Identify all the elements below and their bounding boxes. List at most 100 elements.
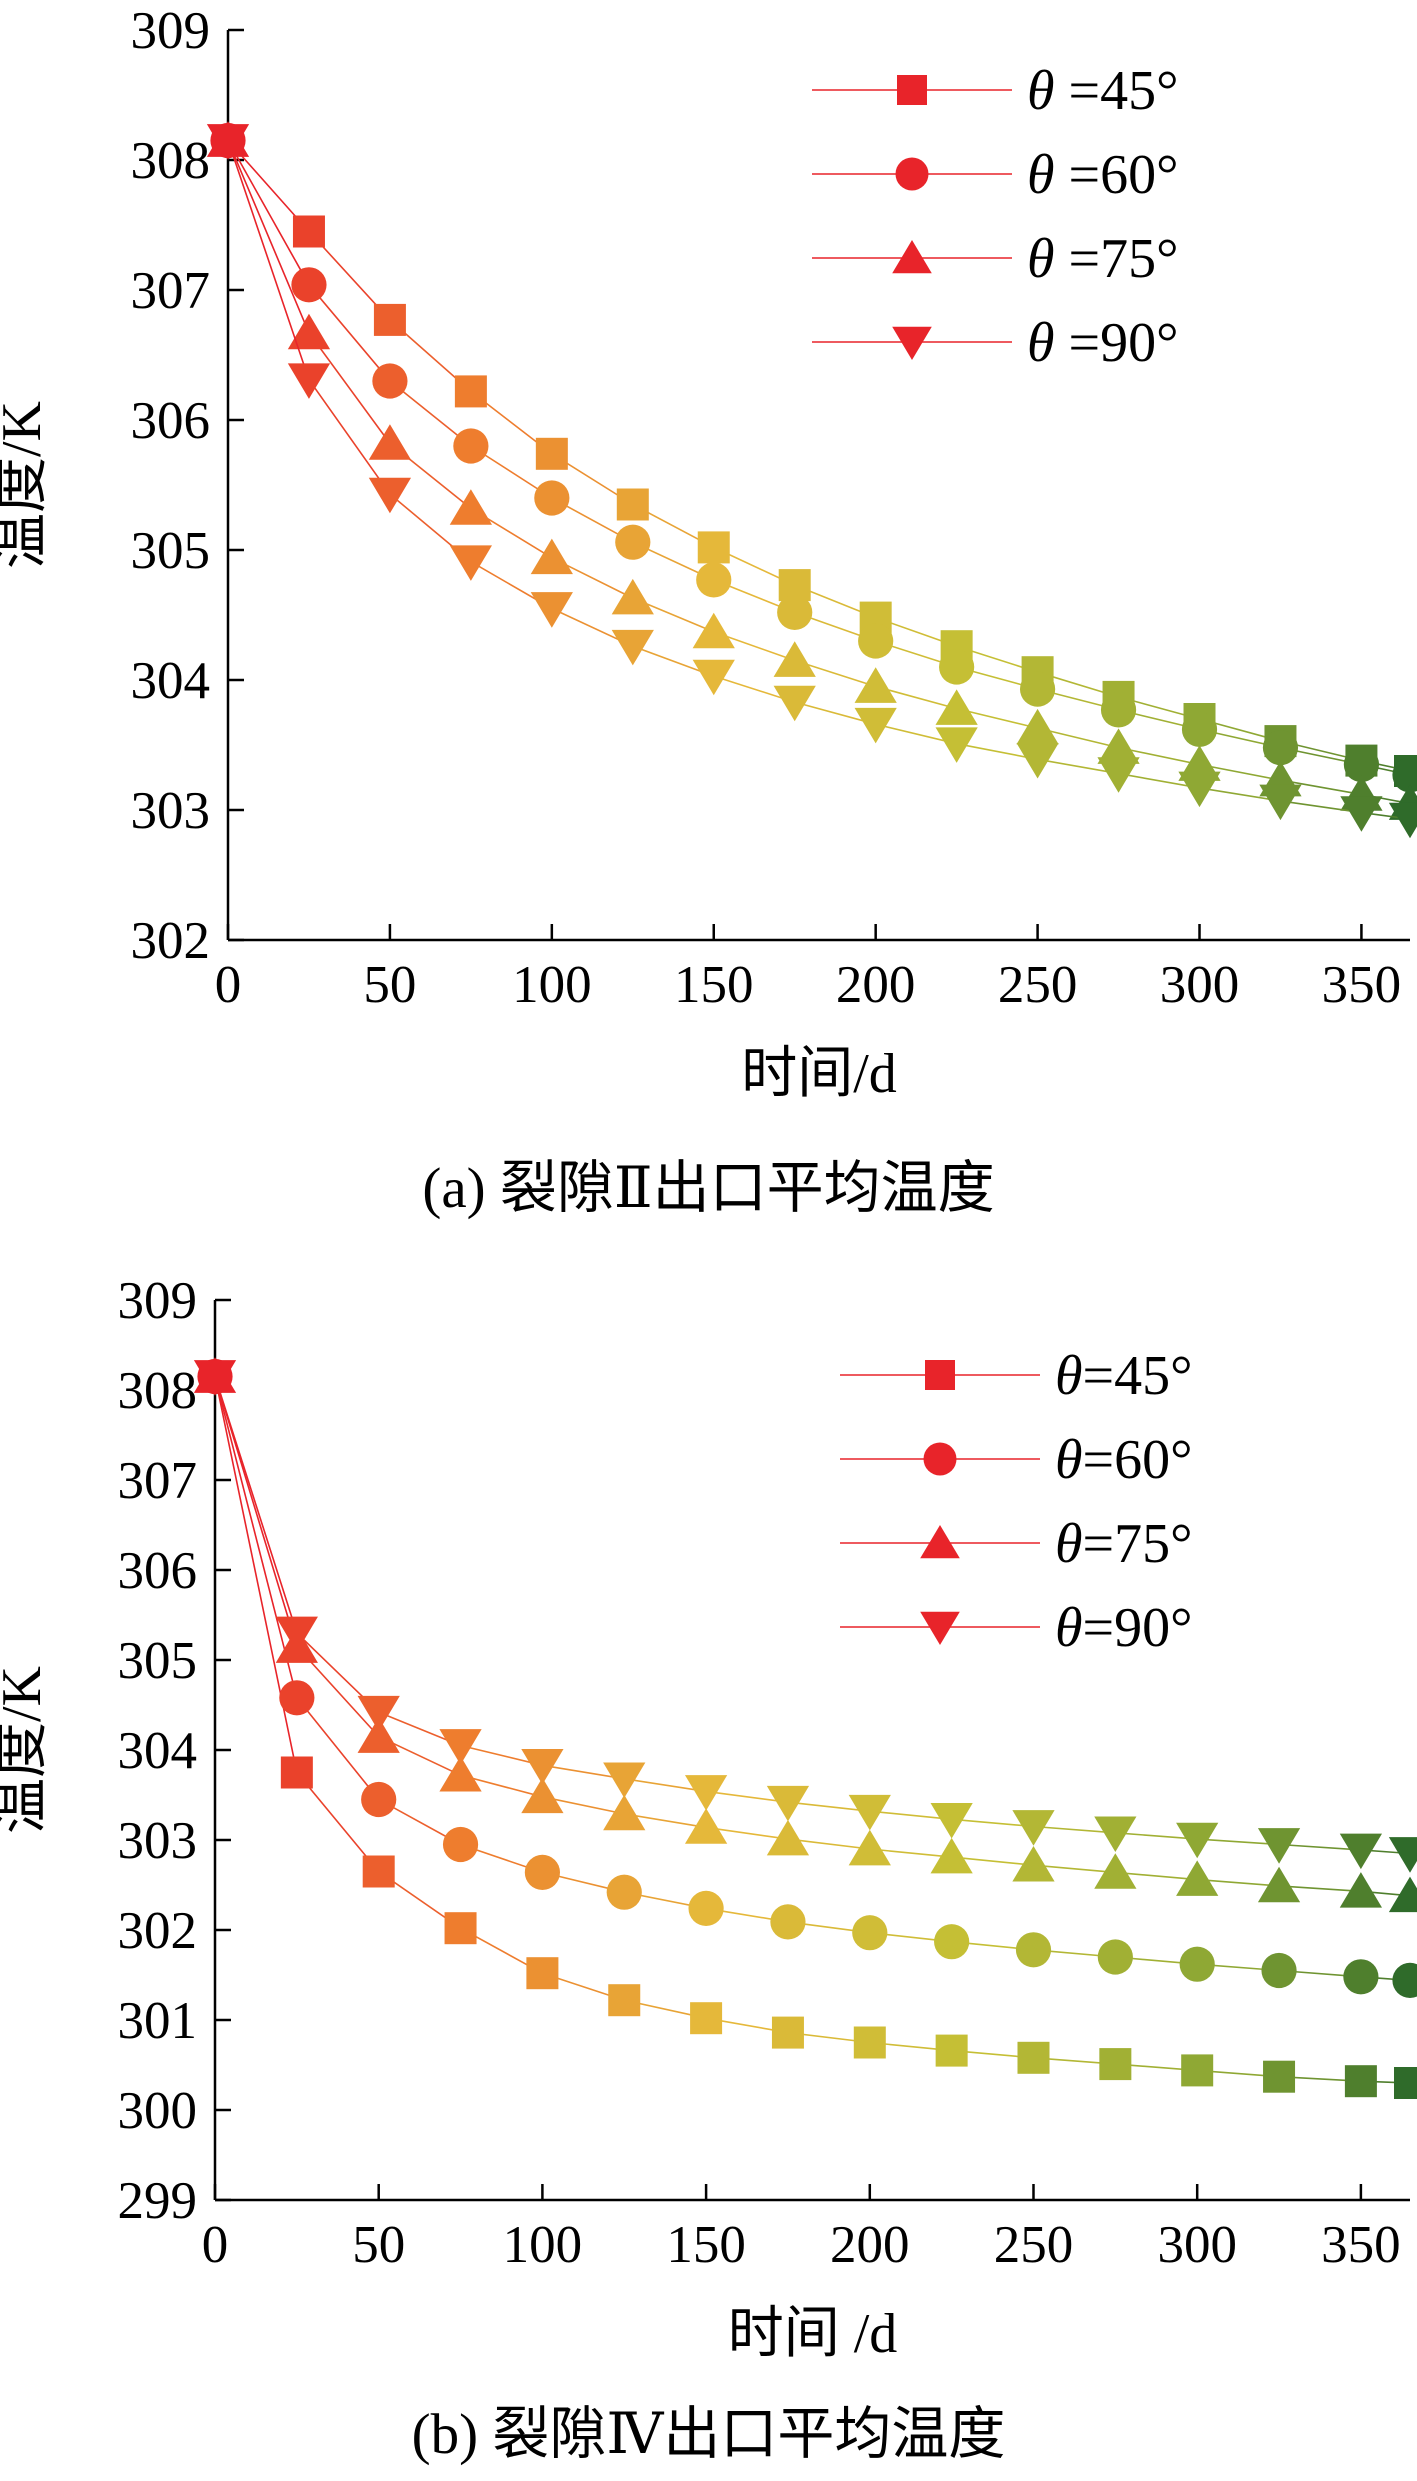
data-point [1016, 742, 1059, 779]
series-line-segment [1037, 758, 1119, 775]
series-line-segment [1118, 772, 1200, 789]
data-point [279, 1680, 315, 1716]
axes: 299 300 301 302 303 304 305 306 307 308 309 0 50 100 1… [118, 1272, 1410, 2274]
y-tick-label: 307 [131, 262, 211, 320]
y-tick-label: 307 [118, 1452, 198, 1510]
series-4 [193, 1360, 1417, 1873]
data-point [275, 1616, 318, 1653]
chart-a-svg: 302 303 304 305 306 307 308 309 0 50 100 150 200 250 3… [0, 2, 1417, 1105]
data-point [611, 629, 654, 666]
series-line-segment [308, 332, 391, 444]
legend: θ=45° θ=60° θ=75° θ=90° [840, 1345, 1193, 1659]
series-line-segment [1278, 1843, 1361, 1851]
series-line-segment [787, 1838, 870, 1850]
series-2 [197, 1358, 1417, 1998]
legend-item: θ=75° [840, 1513, 1193, 1575]
y-axis-title: 温度/K [0, 401, 53, 569]
data-point [684, 1808, 728, 1844]
data-point [603, 1794, 646, 1831]
legend-marker [892, 326, 932, 360]
series-line-segment [951, 1818, 1034, 1828]
data-point [615, 524, 651, 560]
legend-label: θ =90° [1027, 312, 1179, 374]
series-line-segment [1115, 1832, 1198, 1840]
series-line-segment [624, 1813, 707, 1829]
data-point [771, 2016, 804, 2049]
data-point [193, 1360, 237, 1396]
chart-panel-b: 299 300 301 302 303 304 305 306 307 308 309 0 50 100 1… [0, 1260, 1417, 2481]
data-point [1178, 771, 1221, 808]
series-line-segment [1280, 800, 1362, 814]
data-point [696, 562, 732, 598]
series-line-segment [460, 1774, 543, 1798]
legend-item: θ=60° [840, 1429, 1193, 1491]
data-point [1394, 2067, 1417, 2099]
chart-a-caption: (a) 裂隙Ⅱ出口平均温度 [422, 1157, 995, 1220]
data-point [521, 1748, 564, 1785]
series-line-segment [1278, 1885, 1361, 1893]
data-point [357, 1717, 400, 1753]
data-point [1100, 692, 1137, 728]
series-line-segment [869, 1810, 952, 1821]
series-line-segment [214, 1376, 298, 1634]
data-point [1099, 2048, 1132, 2081]
series-line-segment [542, 1764, 625, 1780]
data-point [526, 1957, 559, 1990]
series-line-segment [1280, 779, 1362, 796]
data-point [766, 1819, 810, 1856]
data-point [361, 1781, 397, 1818]
series-line-segment [227, 140, 310, 380]
legend-marker [923, 1442, 957, 1476]
y-tick-label: 301 [118, 1992, 198, 2050]
data-point [773, 641, 816, 677]
data-point [206, 124, 250, 160]
data-point [853, 2026, 886, 2059]
data-point [1257, 1828, 1301, 1864]
data-point [1262, 730, 1299, 766]
data-point [1343, 1959, 1379, 1995]
data-point [1012, 1810, 1055, 1846]
legend-label: θ =45° [1027, 60, 1179, 122]
data-point [1263, 2060, 1296, 2093]
data-point [368, 477, 412, 514]
y-tick-label: 299 [118, 2172, 198, 2230]
data-point [291, 267, 327, 303]
series-line-segment [1033, 1825, 1116, 1834]
legend-marker [920, 1611, 960, 1645]
data-point [1259, 784, 1302, 821]
x-tick-label: 0 [215, 956, 242, 1014]
x-tick-label: 100 [503, 2216, 583, 2274]
data-point [603, 1762, 646, 1798]
legend-label: θ =75° [1027, 228, 1179, 290]
data-point [530, 538, 573, 575]
x-tick-label: 300 [1160, 956, 1240, 1014]
series-line-segment [227, 140, 310, 286]
series-line-segment [227, 140, 310, 334]
y-axis-title: 温度/K [0, 1666, 53, 1834]
y-tick-label: 303 [118, 1812, 198, 1870]
x-axis-title: 时间 /d [728, 2303, 898, 2365]
data-point [697, 531, 730, 564]
data-point [770, 1904, 806, 1940]
data-point [606, 1874, 642, 1910]
data-point [616, 488, 649, 521]
y-tick-label: 309 [118, 1272, 198, 1330]
legend-item: θ=90° [840, 1597, 1193, 1659]
x-tick-label: 350 [1322, 956, 1402, 1014]
data-point [1016, 708, 1059, 745]
y-tick-label: 302 [131, 912, 211, 970]
data-point [684, 1775, 728, 1811]
series-line-segment [460, 1744, 543, 1767]
data-point [535, 437, 568, 470]
data-point [608, 1984, 641, 2017]
y-tick-label: 304 [118, 1722, 198, 1780]
data-point [692, 612, 735, 649]
chart-b-svg: 299 300 301 302 303 304 305 306 307 308 309 0 50 100 1… [0, 1272, 1417, 2365]
series-line-segment [869, 1848, 952, 1858]
series-line-segment [308, 284, 391, 382]
data-point [534, 480, 570, 516]
series-line-segment [542, 1796, 625, 1815]
data-point [1097, 1939, 1133, 1975]
data-point [373, 303, 406, 336]
series-line-segment [956, 742, 1038, 761]
